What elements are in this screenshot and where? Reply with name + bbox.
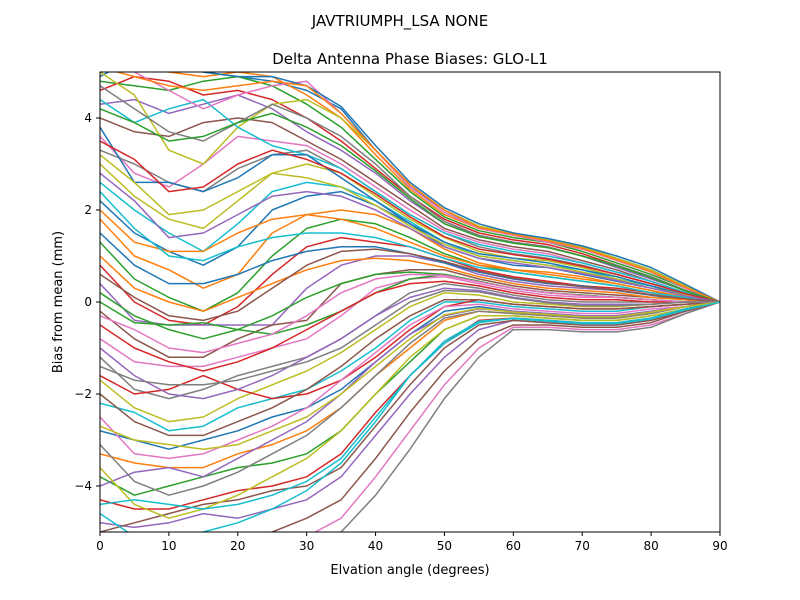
series-line-30 (100, 98, 720, 303)
y-axis-label: Bias from mean (mm) (51, 231, 66, 373)
series-line-28 (339, 301, 720, 532)
x-axis-label: Elvation angle (degrees) (330, 563, 489, 578)
series-line-54 (100, 140, 720, 303)
x-axis: 0 10 20 30 40 50 60 70 80 90 (96, 532, 728, 553)
x-tick-label: 60 (506, 539, 521, 553)
x-tick-label: 30 (299, 539, 314, 553)
series-line-56 (100, 248, 720, 322)
series-line-45 (100, 287, 720, 400)
x-tick-label: 70 (575, 539, 590, 553)
y-tick-label: 0 (84, 295, 92, 309)
series-layer (100, 72, 720, 532)
series-line-55 (100, 172, 720, 303)
series-line-42 (100, 255, 720, 312)
chart-suptitle: JAVTRIUMPH_LSA NONE (311, 12, 488, 31)
chart-title: Delta Antenna Phase Biases: GLO-L1 (272, 50, 548, 68)
series-line-57 (100, 273, 720, 354)
y-tick-label: 2 (84, 203, 92, 217)
series-line-6 (100, 117, 720, 303)
series-line-26 (200, 301, 720, 532)
series-line-44 (100, 280, 720, 372)
series-line-39 (100, 154, 720, 303)
series-line-18 (100, 282, 720, 400)
series-line-36 (100, 301, 720, 532)
x-tick-label: 90 (712, 539, 727, 553)
series-line-59 (100, 301, 720, 450)
series-line-38 (100, 85, 720, 303)
series-line-27 (313, 301, 720, 532)
series-line-19 (100, 292, 720, 423)
series-line-40 (100, 191, 720, 303)
series-line-35 (100, 301, 720, 487)
series-line-47 (100, 301, 720, 460)
series-line-5 (100, 94, 720, 303)
series-line-48 (100, 301, 720, 496)
x-tick-label: 20 (230, 539, 245, 553)
series-line-32 (100, 209, 720, 303)
x-tick-label: 0 (96, 539, 104, 553)
series-line-37 (132, 72, 720, 303)
y-tick-label: 4 (84, 111, 92, 125)
series-line-3 (100, 75, 720, 303)
series-line-20 (100, 301, 720, 432)
y-tick-label: −2 (74, 387, 92, 401)
series-line-60 (100, 301, 720, 510)
y-axis: −4 −2 0 2 4 (74, 111, 100, 493)
series-line-31 (100, 126, 720, 303)
series-line-58 (100, 289, 720, 386)
series-line-46 (100, 298, 720, 437)
series-line-51 (197, 72, 720, 303)
x-tick-label: 10 (161, 539, 176, 553)
x-tick-label: 40 (368, 539, 383, 553)
series-line-16 (100, 269, 720, 358)
series-line-52 (114, 72, 720, 303)
x-tick-label: 80 (643, 539, 658, 553)
y-tick-label: −4 (74, 479, 92, 493)
series-line-53 (100, 108, 720, 303)
x-tick-label: 50 (437, 539, 452, 553)
